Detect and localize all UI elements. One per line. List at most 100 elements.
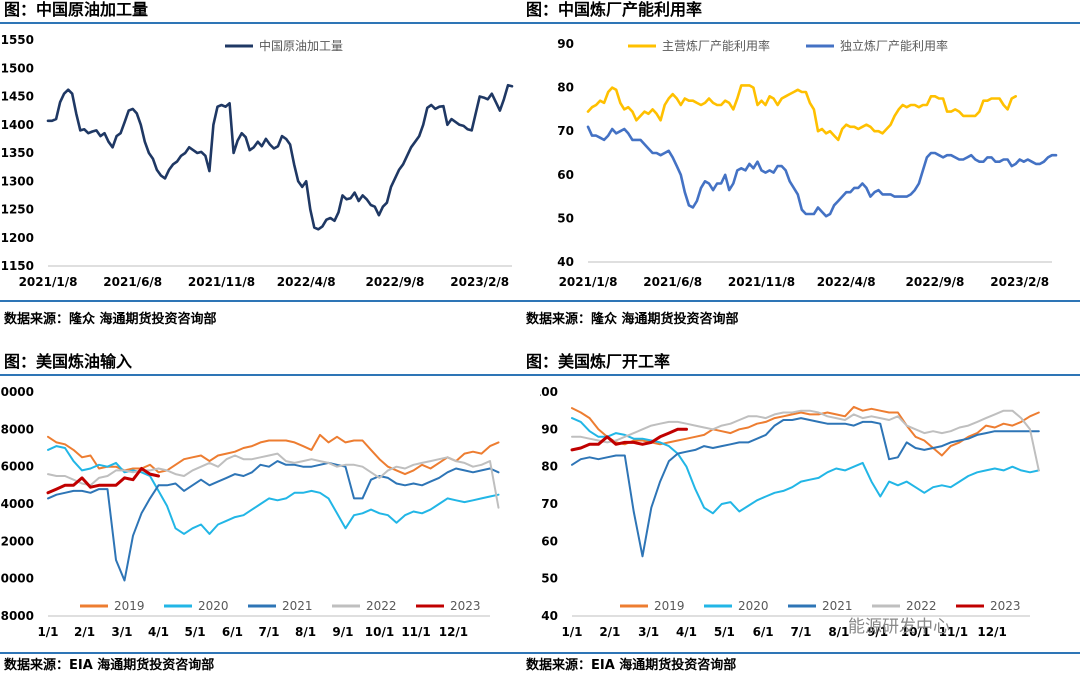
series-line	[586, 125, 1058, 218]
y-tick-label: 1200	[1, 231, 34, 245]
chart-panel-us-refinery-utilization: 图：美国炼厂开工率 40 50 60 70 80 90 100 1/1 2/1 3/1 4/1 5/1…	[526, 352, 1080, 677]
source-note: 数据来源：EIA 海通期货投资咨询部	[4, 658, 215, 673]
x-tick-label: 12/1	[977, 625, 1006, 639]
x-tick-label: 2021/6/8	[643, 275, 702, 289]
legend-label: 独立炼厂产能利用率	[840, 38, 948, 53]
y-tick-label: 14000	[0, 497, 34, 511]
legend-label: 2022	[906, 599, 937, 613]
x-tick-label: 12/1	[439, 625, 468, 639]
y-tick-label: 8000	[1, 609, 34, 623]
title-divider	[0, 22, 540, 24]
x-tick-label: 2023/2/8	[450, 275, 509, 289]
x-tick-label: 2021/6/8	[103, 275, 162, 289]
y-tick-label: 40	[557, 255, 574, 269]
y-tick-label: 1500	[1, 61, 34, 75]
y-tick-label: 60	[557, 168, 574, 182]
legend-label: 2019	[654, 599, 685, 613]
line-chart-us-refinery-utilization: 40 50 60 70 80 90 100 1/1 2/1 3/1 4/1 5/1 6/1 7/1 8/1 9…	[540, 385, 1040, 639]
series-line	[46, 83, 514, 231]
x-tick-label: 8/1	[295, 625, 316, 639]
y-tick-label: 50	[541, 572, 558, 586]
source-divider	[540, 300, 1080, 302]
line-chart-crude-processing: 1150 1200 1250 1300 1350 1400 1450 1500 1550 2021…	[1, 33, 514, 289]
x-tick-label: 8/1	[828, 625, 849, 639]
x-tick-label: 2022/4/8	[817, 275, 876, 289]
x-tick-label: 3/1	[638, 625, 659, 639]
x-tick-label: 2022/4/8	[277, 275, 336, 289]
x-tick-label: 2021/1/8	[19, 275, 78, 289]
panel-title: 图：美国炼厂开工率	[526, 352, 671, 371]
series-line	[571, 409, 1040, 472]
x-tick-label: 2021/11/8	[728, 275, 795, 289]
y-tick-label: 10000	[0, 572, 34, 586]
line-chart-refinery-utilization: 40 50 60 70 80 90 2021/1/8 2021/6/8 2021/11/8 202…	[557, 37, 1058, 289]
y-tick-label: 70	[557, 124, 574, 138]
series-line	[571, 405, 1040, 457]
panel-title: 图：中国原油加工量	[4, 0, 149, 19]
series-line	[47, 460, 500, 582]
source-note: 数据来源：隆众 海通期货投资咨询部	[4, 312, 217, 327]
source-divider	[540, 652, 1080, 654]
chart-panel-crude-processing: 图：中国原油加工量 1150 1200 1250 1300 1350 1400 1450 15…	[0, 0, 540, 330]
series-line	[570, 427, 688, 452]
x-tick-label: 10/1	[901, 625, 930, 639]
legend-label: 2020	[198, 599, 229, 613]
y-tick-label: 1300	[1, 174, 34, 188]
x-tick-label: 7/1	[258, 625, 279, 639]
series-line	[571, 417, 1040, 558]
x-tick-label: 2/1	[599, 625, 620, 639]
y-tick-label: 1450	[1, 90, 34, 104]
y-tick-label: 80	[541, 460, 558, 474]
y-tick-label: 1400	[1, 118, 34, 132]
legend: 中国原油加工量	[225, 38, 343, 53]
x-tick-label: 9/1	[867, 625, 888, 639]
x-tick-label: 5/1	[185, 625, 206, 639]
y-tick-label: 50	[557, 211, 574, 225]
x-tick-label: 11/1	[401, 625, 430, 639]
series-line	[47, 445, 500, 535]
series-line	[47, 452, 500, 509]
x-tick-label: 6/1	[222, 625, 243, 639]
x-tick-label: 5/1	[714, 625, 735, 639]
x-tick-label: 11/1	[939, 625, 968, 639]
x-tick-label: 10/1	[365, 625, 394, 639]
source-note: 数据来源：EIA 海通期货投资咨询部	[526, 658, 737, 673]
source-note: 数据来源：隆众 海通期货投资咨询部	[526, 312, 739, 327]
legend: 2019 2020 2021 2022 2023	[80, 599, 481, 613]
x-tick-label: 2022/9/8	[366, 275, 425, 289]
panel-title: 图：美国炼油输入	[4, 352, 133, 371]
y-tick-label: 1250	[1, 203, 34, 217]
x-tick-label: 4/1	[676, 625, 697, 639]
legend-label: 2022	[366, 599, 397, 613]
watermark: 能源研发中心	[848, 617, 950, 637]
y-tick-label: 80	[557, 81, 574, 95]
y-tick-label: 18000	[0, 422, 34, 436]
legend-label: 2021	[282, 599, 313, 613]
y-tick-label: 40	[541, 609, 558, 623]
x-tick-label: 4/1	[148, 625, 169, 639]
legend-label: 2021	[822, 599, 853, 613]
title-divider	[540, 374, 1080, 376]
x-tick-label: 3/1	[111, 625, 132, 639]
legend-label: 主营炼厂产能利用率	[662, 38, 770, 53]
source-divider	[0, 300, 540, 302]
series-line	[46, 467, 160, 495]
x-tick-label: 2021/1/8	[559, 275, 618, 289]
y-tick-label: 90	[541, 422, 558, 436]
x-tick-label: 7/1	[790, 625, 811, 639]
legend-label: 2019	[114, 599, 145, 613]
x-tick-label: 2/1	[74, 625, 95, 639]
y-tick-label: 100	[540, 385, 558, 399]
series-line	[586, 84, 1018, 142]
legend: 主营炼厂产能利用率 独立炼厂产能利用率	[628, 38, 948, 53]
y-tick-label: 60	[541, 534, 558, 548]
x-tick-label: 2021/11/8	[188, 275, 255, 289]
legend-label: 2023	[450, 599, 481, 613]
x-tick-label: 2022/9/8	[906, 275, 965, 289]
panel-title: 图：中国炼厂产能利用率	[526, 0, 703, 19]
x-tick-label: 6/1	[753, 625, 774, 639]
legend-label: 2023	[990, 599, 1021, 613]
series-line	[571, 417, 1040, 515]
y-tick-label: 1150	[1, 259, 34, 273]
x-tick-label: 1/1	[561, 625, 582, 639]
